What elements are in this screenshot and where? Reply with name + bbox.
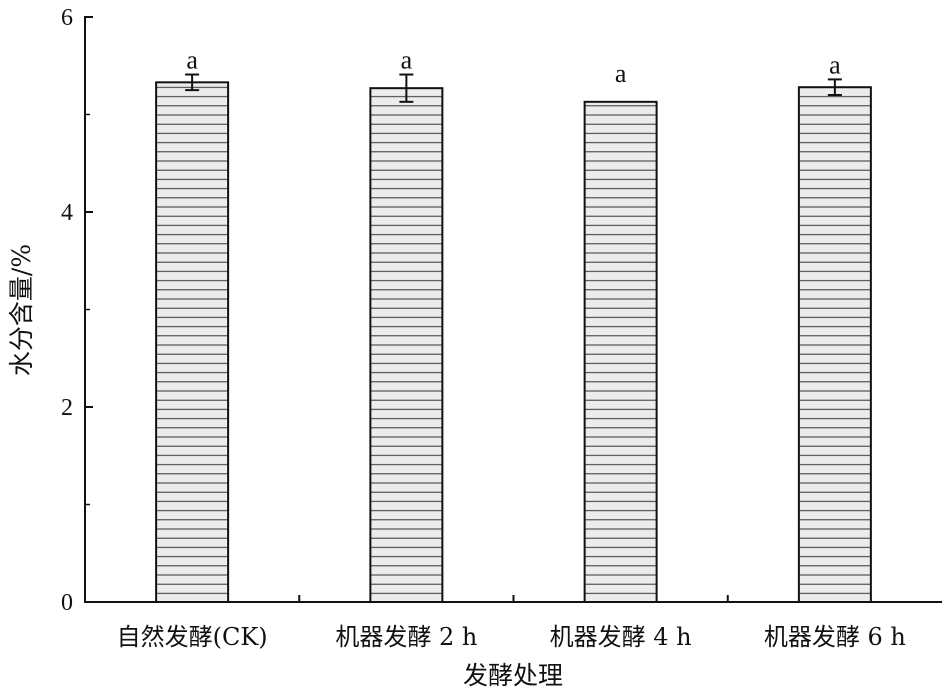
y-tick-label: 2 (61, 395, 73, 421)
y-tick-label: 0 (61, 590, 73, 616)
x-tick-label: 机器发酵 4 h (550, 623, 692, 651)
axes (84, 16, 942, 603)
bar (155, 81, 230, 603)
bar (583, 100, 658, 603)
plot-area (155, 73, 872, 604)
y-tick-label: 6 (61, 5, 73, 31)
bar (369, 87, 444, 604)
x-axis-title: 发酵处理 (463, 661, 563, 690)
y-tick-label: 4 (61, 200, 73, 226)
bar (797, 86, 872, 603)
y-axis-title: 水分含量/% (7, 244, 36, 376)
significance-label: a (615, 59, 627, 88)
significance-label: a (186, 46, 198, 75)
x-tick-label: 机器发酵 6 h (764, 623, 906, 651)
significance-label: a (829, 50, 841, 79)
significance-label: a (401, 46, 413, 75)
x-tick-label: 机器发酵 2 h (335, 623, 477, 651)
x-tick-label: 自然发酵(CK) (117, 623, 268, 651)
